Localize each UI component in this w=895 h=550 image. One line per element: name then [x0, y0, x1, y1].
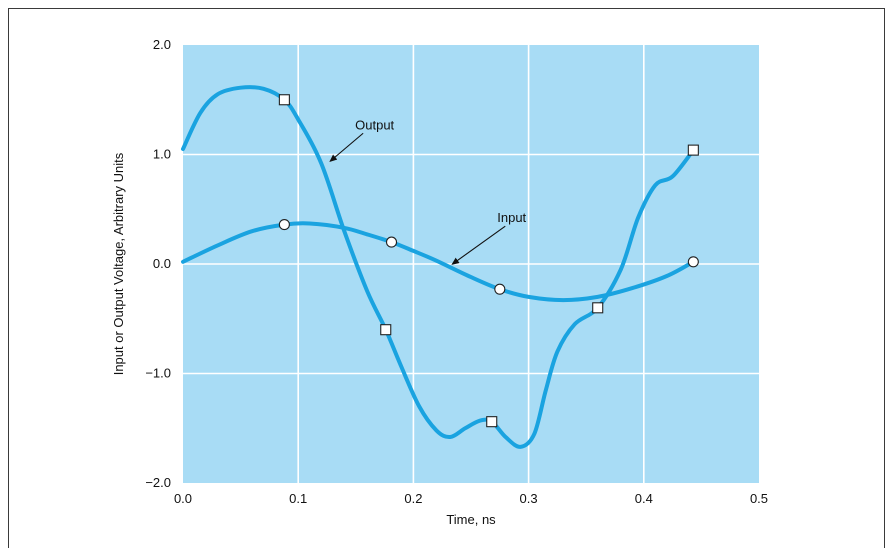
y-tick-label: 1.0 [153, 147, 171, 162]
x-tick-labels: 0.0 0.1 0.2 0.3 0.4 0.5 [174, 491, 768, 506]
output-data-point [486, 416, 498, 428]
x-tick-label: 0.1 [289, 491, 307, 506]
x-tick-label: 0.5 [750, 491, 768, 506]
output-annotation-arrow [329, 132, 364, 162]
annotation-layer: Output Input [329, 117, 527, 265]
x-tick-label: 0.2 [404, 491, 422, 506]
x-tick-label: 0.3 [520, 491, 538, 506]
output-data-point [380, 324, 392, 336]
y-axis-label: Input or Output Voltage, Arbitrary Units [111, 152, 126, 375]
y-tick-label: 0.0 [153, 256, 171, 271]
x-tick-label: 0.4 [635, 491, 653, 506]
output-annotation-label: Output [355, 117, 394, 132]
x-axis-label: Time, ns [446, 512, 496, 527]
marker-layer [278, 94, 699, 428]
x-tick-label: 0.0 [174, 491, 192, 506]
input-annotation-label: Input [497, 210, 526, 225]
input-annotation-arrow [451, 225, 506, 265]
output-data-point [278, 94, 290, 106]
y-tick-labels: 2.0 1.0 0.0 −1.0 −2.0 [145, 37, 171, 490]
input-data-point [278, 219, 290, 231]
output-data-point [687, 144, 699, 156]
input-data-point [385, 236, 398, 248]
y-tick-label: 2.0 [153, 37, 171, 52]
input-data-point [687, 256, 699, 268]
y-tick-label: −2.0 [145, 475, 171, 490]
output-data-point [592, 302, 604, 314]
figure-frame [8, 8, 885, 548]
y-tick-label: −1.0 [145, 366, 171, 381]
input-data-point [494, 283, 506, 295]
